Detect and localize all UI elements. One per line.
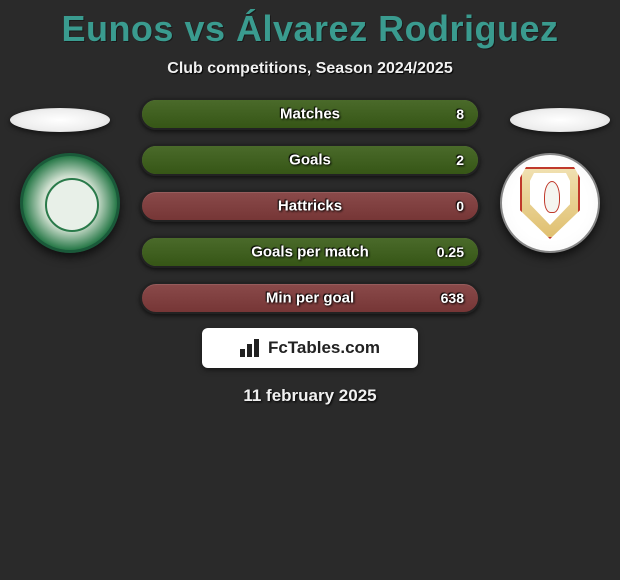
club2-shield-icon [520,167,580,239]
stat-value: 8 [456,106,464,122]
player1-avatar-placeholder [10,108,110,132]
stat-value: 638 [441,290,464,306]
bar-chart-icon [240,339,262,357]
subtitle: Club competitions, Season 2024/2025 [0,60,620,78]
stats-list: Matches 8 Goals 2 Hattricks 0 Goals per match 0… [140,98,480,314]
stat-row: Goals per match 0.25 [140,236,480,268]
stat-value: 0.25 [437,244,464,260]
date-text: 11 february 2025 [0,386,620,406]
stat-label: Hattricks [278,198,342,215]
stat-row: Matches 8 [140,98,480,130]
stat-label: Goals [289,152,331,169]
stat-row: Min per goal 638 [140,282,480,314]
stat-row: Hattricks 0 [140,190,480,222]
player2-avatar-placeholder [510,108,610,132]
stat-label: Goals per match [251,244,369,261]
stat-value: 0 [456,198,464,214]
stat-label: Matches [280,106,340,123]
club2-badge [500,153,600,253]
stat-row: Goals 2 [140,144,480,176]
page-title: Eunos vs Álvarez Rodriguez [0,0,620,50]
stat-label: Min per goal [266,290,354,307]
branding-badge: FcTables.com [202,328,418,368]
club1-badge [20,153,120,253]
content-area: Matches 8 Goals 2 Hattricks 0 Goals per match 0… [0,98,620,406]
stat-value: 2 [456,152,464,168]
branding-text: FcTables.com [268,338,380,358]
